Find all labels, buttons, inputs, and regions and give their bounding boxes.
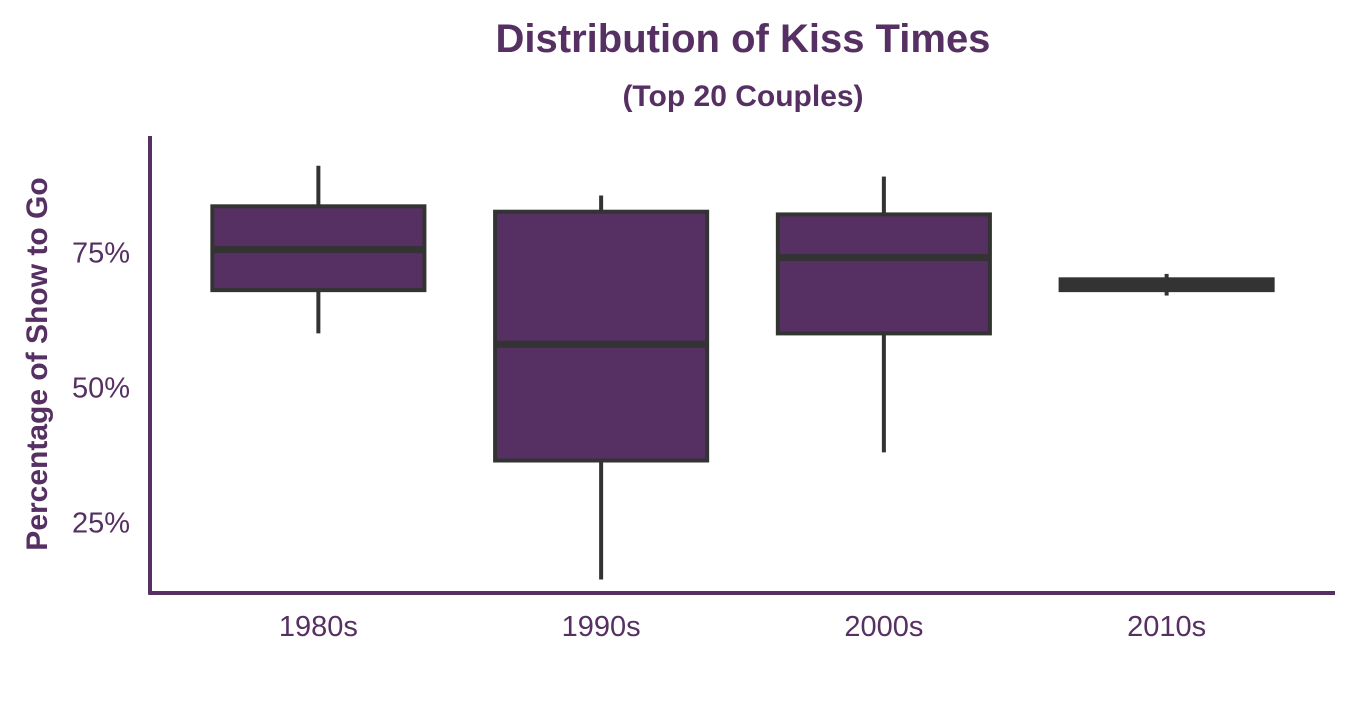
y-axis-label: Percentage of Show to Go <box>21 177 54 550</box>
chart-subtitle: (Top 20 Couples) <box>622 80 863 113</box>
box-2000s <box>775 212 992 336</box>
box-group-1990s <box>493 195 710 580</box>
box-group-2000s <box>775 176 992 453</box>
chart-title: Distribution of Kiss Times <box>496 17 991 61</box>
y-tick-label-50: 50% <box>72 372 130 404</box>
box-group-2010s <box>1058 273 1275 296</box>
x-tick-label-2000s: 2000s <box>844 611 923 643</box>
chart-marks <box>210 165 1275 580</box>
box-group-1980s <box>210 165 427 334</box>
y-tick-label-75: 75% <box>72 237 130 269</box>
x-tick-label-1990s: 1990s <box>562 611 641 643</box>
x-tick-label-2010s: 2010s <box>1127 611 1206 643</box>
chart-ticks: 1980s 1990s 2000s 2010s 25% 50% 75% <box>72 237 1206 643</box>
chart-axes <box>148 136 1335 595</box>
x-tick-label-1980s: 1980s <box>279 611 358 643</box>
y-tick-label-25: 25% <box>72 508 130 540</box>
box-1990s <box>493 209 710 463</box>
